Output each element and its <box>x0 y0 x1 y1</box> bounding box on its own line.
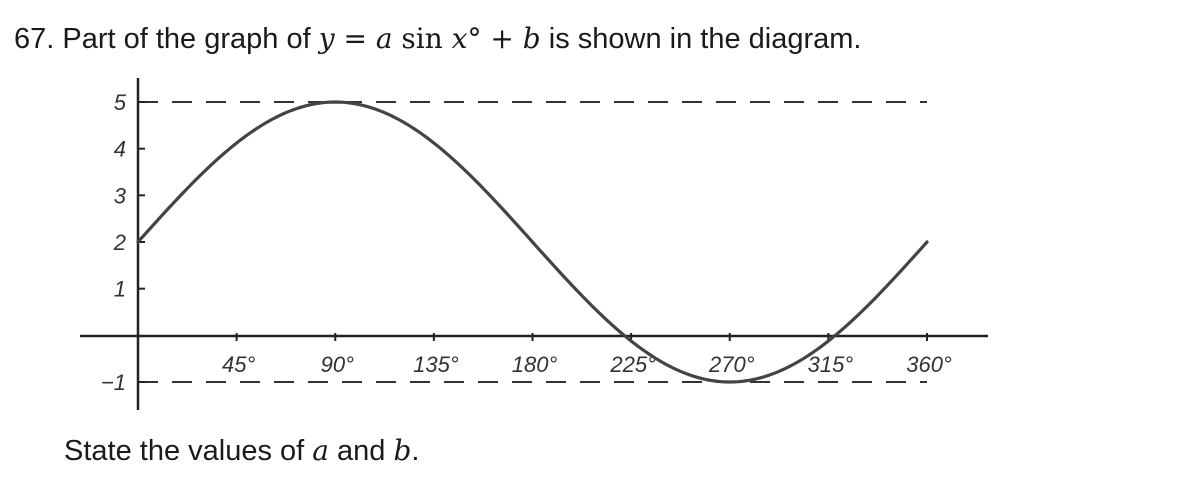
question-intro: Part of the graph of <box>54 23 319 55</box>
x-tick-label: 90° <box>321 352 354 377</box>
prompt-var-a: a <box>312 434 329 467</box>
y-tick-label: 2 <box>113 230 126 255</box>
prompt-var-b: b <box>393 434 412 467</box>
x-axis-ticks: 45° 90° 135° 180° 225° 270° 315° 360° <box>222 333 952 377</box>
math-var-b: b <box>522 22 541 55</box>
x-tick-label: 180° <box>512 352 558 377</box>
x-tick-label: 315° <box>808 352 854 377</box>
reference-lines <box>138 101 927 383</box>
math-degree: ° <box>467 22 482 55</box>
x-tick-label: 270° <box>708 352 755 377</box>
y-tick-label: 4 <box>114 137 126 162</box>
y-tick-label: 3 <box>114 183 127 208</box>
x-tick-label: 225° <box>609 352 656 377</box>
question-outro: is shown in the diagram. <box>540 23 862 55</box>
math-equals: = <box>334 22 376 55</box>
question-text: 67. Part of the graph of y = a sin x° + … <box>14 22 861 56</box>
y-tick-label: 5 <box>114 90 127 115</box>
question-number: 67. <box>14 23 55 55</box>
math-var-y: y <box>318 22 335 55</box>
prompt-text: State the values of a and b. <box>64 434 419 468</box>
math-var-a: a <box>375 22 393 55</box>
y-tick-label: 1 <box>114 277 126 302</box>
y-axis-ticks: 5 4 3 2 1 −1 <box>101 90 145 395</box>
y-tick-label: −1 <box>101 370 126 395</box>
x-tick-label: 45° <box>222 352 255 377</box>
x-tick-label: 360° <box>906 352 952 377</box>
prompt-intro: State the values of <box>64 435 313 467</box>
sine-curve <box>136 100 929 384</box>
prompt-end: . <box>411 435 420 467</box>
math-var-x: x <box>451 22 468 55</box>
math-sin: sin <box>392 22 452 55</box>
x-tick-label: 135° <box>413 352 459 377</box>
prompt-and: and <box>328 435 394 467</box>
math-plus: + <box>481 22 523 55</box>
